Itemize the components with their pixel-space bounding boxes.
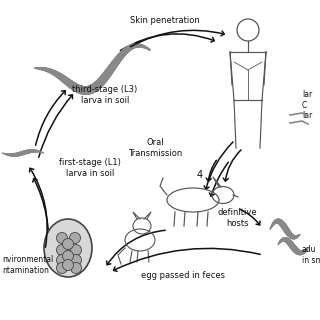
Text: lar
C
lar: lar C lar [302,90,312,120]
Text: Oral
Transmission: Oral Transmission [128,138,182,158]
Circle shape [62,238,74,250]
Text: first-stage (L1)
larva in soil: first-stage (L1) larva in soil [59,158,121,178]
Circle shape [70,244,82,255]
Circle shape [62,260,74,270]
Circle shape [69,233,81,244]
Text: 4: 4 [197,170,203,180]
Circle shape [57,254,68,266]
Text: adu
in sm: adu in sm [302,245,320,265]
Circle shape [70,262,82,274]
Text: third-stage (L3)
larva in soil: third-stage (L3) larva in soil [72,85,138,105]
Text: Skin penetration: Skin penetration [130,15,200,25]
Text: nvironmental
ntamination: nvironmental ntamination [2,255,53,275]
Circle shape [57,244,68,255]
Circle shape [62,251,74,261]
Circle shape [57,262,68,274]
Text: egg passed in feces: egg passed in feces [141,270,225,279]
Circle shape [57,233,68,244]
Text: definitive
hosts: definitive hosts [217,208,257,228]
Circle shape [70,254,82,266]
Ellipse shape [44,219,92,277]
